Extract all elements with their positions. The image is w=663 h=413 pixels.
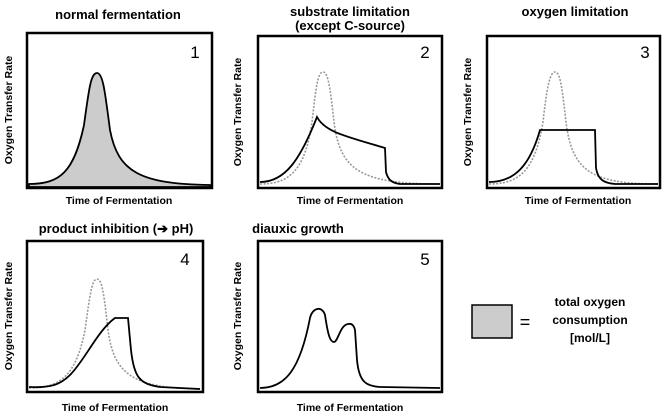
legend-line-1: total oxygen: [555, 295, 626, 309]
legend-equals: =: [520, 312, 531, 332]
panel-title: diauxic growth: [252, 221, 344, 236]
y-axis-label: Oxygen Transfer Rate: [232, 58, 244, 167]
x-axis-label: Time of Fermentation: [525, 195, 632, 207]
panel-2: substrate limitation (except C-source) 2…: [232, 4, 444, 207]
plot-frame: [25, 31, 214, 190]
panel-number: 4: [180, 250, 189, 269]
panel-title: substrate limitation: [290, 4, 410, 19]
legend: = total oxygen consumption [mol/L]: [471, 295, 628, 345]
panel-subtitle: (except C-source): [295, 18, 405, 33]
panel-5: diauxic growth 5 Oxygen Transfer Rate Ti…: [232, 221, 444, 413]
x-axis-label: Time of Fermentation: [297, 195, 404, 207]
otr-curve: [488, 129, 658, 185]
panel-number: 3: [640, 43, 649, 62]
y-axis-label: Oxygen Transfer Rate: [462, 58, 474, 167]
y-axis-label: Oxygen Transfer Rate: [232, 262, 244, 371]
x-axis-label: Time of Fermentation: [66, 195, 173, 207]
panel-number: 1: [190, 43, 199, 62]
legend-line-3: [mol/L]: [570, 331, 610, 345]
x-axis-label: Time of Fermentation: [62, 402, 169, 413]
otr-curve: [259, 114, 440, 185]
plot-frame: [256, 239, 444, 394]
panel-3: oxygen limitation 3 Oxygen Transfer Rate…: [462, 4, 662, 207]
plot-frame: [485, 34, 662, 190]
reference-curve: [28, 278, 201, 390]
legend-swatch: [471, 304, 513, 339]
legend-line-2: consumption: [552, 313, 627, 327]
otr-curve: [259, 308, 441, 389]
panel-number: 2: [420, 43, 429, 62]
panel-1: normal fermentation 1 Oxygen Transfer Ra…: [3, 7, 214, 207]
plot-frame: [25, 239, 205, 394]
panel-4: product inhibition (➔ pH) 4 Oxygen Trans…: [3, 221, 205, 413]
reference-curve: [259, 71, 441, 185]
plot-frame: [256, 34, 444, 190]
reference-curve: [488, 71, 659, 185]
panel-number: 5: [420, 250, 429, 269]
panel-title: product inhibition (➔ pH): [39, 221, 194, 236]
x-axis-label: Time of Fermentation: [297, 402, 404, 413]
y-axis-label: Oxygen Transfer Rate: [3, 262, 15, 371]
panel-title: normal fermentation: [55, 7, 181, 22]
otr-area: [28, 72, 211, 188]
otr-curve: [28, 317, 201, 390]
panel-title: oxygen limitation: [522, 4, 629, 19]
y-axis-label: Oxygen Transfer Rate: [3, 56, 15, 165]
